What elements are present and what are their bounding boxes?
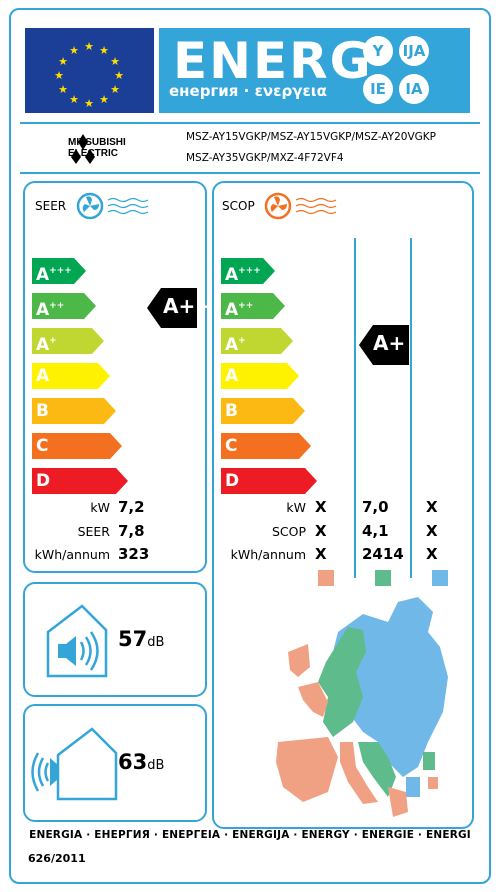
scop-class-arrow [359, 325, 409, 365]
energy-header: ENERG енергия · ενεργεια Y IJA IE IA [159, 28, 470, 113]
cold-zone-swatch [432, 570, 448, 586]
scop-warm-value: X [315, 522, 327, 540]
svg-text:★: ★ [99, 93, 109, 106]
svg-text:★: ★ [114, 69, 124, 82]
scop-cold-value: X [426, 522, 438, 540]
svg-text:★: ★ [99, 44, 109, 57]
indoor-noise-icon [46, 604, 108, 678]
svg-text:★: ★ [110, 83, 120, 96]
rating-bar-tip [104, 398, 116, 424]
lang-badge-y: Y [363, 36, 393, 66]
rating-bar: D [32, 468, 116, 494]
scop-cold-value: X [426, 545, 438, 563]
rating-bar: C [221, 433, 299, 459]
rating-bar-tip [305, 468, 317, 494]
outdoor-noise-panel [23, 704, 207, 822]
seer-row-value: 7,8 [118, 522, 145, 540]
rating-bar-tip [92, 328, 104, 354]
europe-climate-map [276, 597, 448, 817]
rating-bar-tip [293, 398, 305, 424]
lang-badge-ija: IJA [399, 36, 429, 66]
seer-panel [23, 181, 207, 573]
scop-title: SCOP [222, 199, 255, 213]
scop-column-divider-2 [410, 238, 412, 578]
eu-flag: ★ ★ ★ ★ ★ ★ ★ ★ ★ ★ ★ ★ [25, 28, 154, 113]
svg-text:★: ★ [69, 93, 79, 106]
seer-class-arrow [147, 288, 197, 328]
seer-row-value: 7,2 [118, 498, 145, 516]
rating-bar-tip [84, 293, 96, 319]
rating-bar-tip [74, 258, 86, 284]
warm-zone-swatch [318, 570, 334, 586]
mitsubishi-logo-icon [71, 134, 95, 164]
seer-row-label: kWh/annum [34, 547, 110, 562]
scop-warm-value: X [315, 545, 327, 563]
label-frame [9, 8, 491, 884]
rating-bar-tip [110, 433, 122, 459]
rating-bar: D [221, 468, 305, 494]
rating-bar-tip [116, 468, 128, 494]
rating-bar: A+ [32, 328, 92, 355]
seer-row-value: 323 [118, 545, 150, 563]
scop-row-label: kWh/annum [230, 547, 306, 562]
rating-bar: A++ [32, 293, 84, 320]
scop-class-value: A+ [373, 331, 406, 355]
rating-bar-tip [281, 328, 293, 354]
seer-title: SEER [35, 199, 67, 213]
scop-cold-value: X [426, 498, 438, 516]
outdoor-noise-value: 63dB [118, 750, 165, 774]
scop-average-value: 4,1 [362, 522, 389, 540]
lang-badge-ia: IA [399, 74, 429, 104]
rating-bar-tip [299, 433, 311, 459]
rating-bar: A++ [221, 293, 273, 320]
rating-bar: A+++ [221, 258, 263, 285]
svg-text:★: ★ [110, 55, 120, 68]
indoor-noise-panel [23, 582, 207, 697]
indoor-noise-value: 57dB [118, 627, 165, 651]
svg-text:★: ★ [84, 40, 94, 53]
rating-bar: A+ [221, 328, 281, 355]
rating-bar: A [221, 363, 287, 389]
rating-bar: A [32, 363, 98, 389]
footer-languages: ENERGIA · ЕНЕРГИЯ · ΕΝΕΡΓΕΙΑ · ENERGIJA … [29, 829, 471, 841]
scop-average-value: 2414 [362, 545, 404, 563]
model-line-2: MSZ-AY35VGKP/MXZ-4F72VF4 [186, 152, 344, 164]
energy-subtitle: енергия · ενεργεια [169, 82, 327, 100]
average-zone-swatch [375, 570, 391, 586]
scop-panel [212, 181, 474, 829]
model-line-1: MSZ-AY15VGKP/MSZ-AY15VGKP/MSZ-AY20VGKP [186, 131, 436, 143]
rating-bar: B [32, 398, 104, 424]
rating-bar: B [221, 398, 293, 424]
lang-badge-ie: IE [363, 74, 393, 104]
heating-fan-icon [264, 192, 337, 220]
brand-divider [20, 172, 480, 174]
rating-bar-tip [98, 363, 110, 389]
svg-text:★: ★ [54, 69, 64, 82]
seer-row-label: SEER [77, 524, 110, 539]
brand-name: MITSUBISHI ELECTRIC [68, 137, 126, 159]
svg-text:★: ★ [84, 97, 94, 110]
seer-class-value: A++ [163, 294, 212, 318]
svg-text:★: ★ [58, 55, 68, 68]
scop-average-value: 7,0 [362, 498, 389, 516]
scop-row-label: kW [286, 500, 306, 515]
header-divider [20, 122, 480, 124]
scop-column-divider-1 [354, 238, 356, 578]
svg-text:★: ★ [58, 83, 68, 96]
scop-row-label: SCOP [271, 524, 306, 539]
rating-bar: C [32, 433, 110, 459]
svg-text:★: ★ [69, 44, 79, 57]
regulation-number: 626/2011 [28, 852, 86, 865]
rating-bar: A+++ [32, 258, 74, 285]
outdoor-noise-icon [31, 727, 118, 801]
rating-bar-tip [263, 258, 275, 284]
scop-warm-value: X [315, 498, 327, 516]
seer-row-label: kW [90, 500, 110, 515]
rating-bar-tip [273, 293, 285, 319]
energy-title: ENERG [173, 32, 373, 90]
cooling-fan-icon [76, 192, 149, 220]
rating-bar-tip [287, 363, 299, 389]
